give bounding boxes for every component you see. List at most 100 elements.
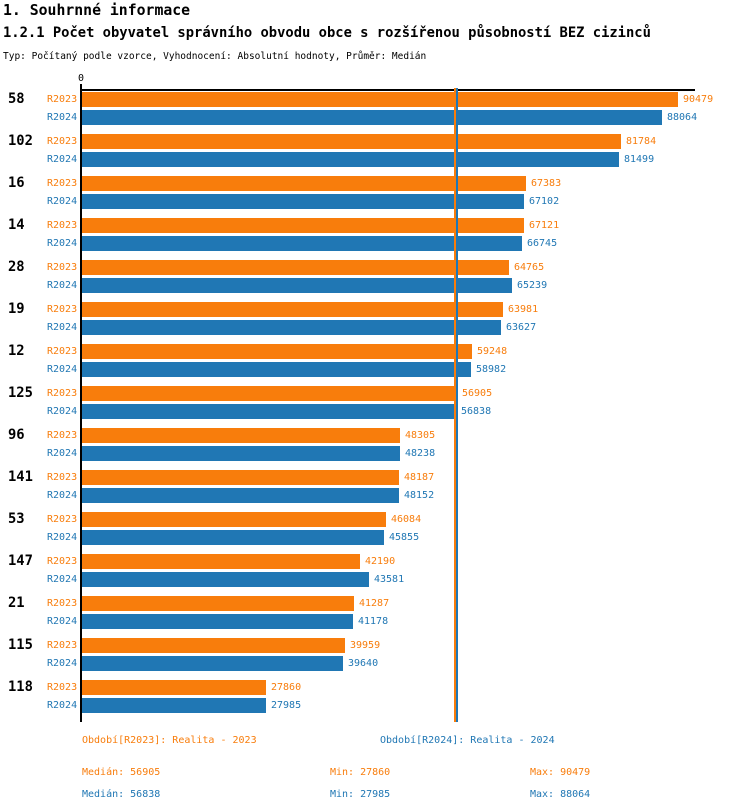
- series-label-r2023: R2023: [47, 514, 78, 525]
- series-label-r2023: R2023: [47, 682, 78, 693]
- bar-group: 147 R2023 42190 R2024 43581: [0, 554, 750, 587]
- category-label: 125: [8, 385, 33, 401]
- bar-r2023: [82, 218, 524, 233]
- category-label: 141: [8, 469, 33, 485]
- bar-r2024: [82, 572, 369, 587]
- series-label-r2023: R2023: [47, 430, 78, 441]
- series-label-r2023: R2023: [47, 640, 78, 651]
- value-label-r2024: 41178: [358, 616, 389, 627]
- stat-median-r2024: Medián: 56838: [82, 789, 161, 800]
- value-label-r2023: 81784: [626, 136, 657, 147]
- stat-max-r2023: Max: 90479: [530, 767, 591, 778]
- median-line-r2023: [453, 88, 456, 722]
- bar-r2024: [82, 152, 619, 167]
- bar-r2024: [82, 446, 400, 461]
- value-label-r2024: 48238: [405, 448, 436, 459]
- series-label-r2024: R2024: [47, 280, 78, 291]
- bar-group: 118 R2023 27860 R2024 27985: [0, 680, 750, 713]
- bar-r2023: [82, 470, 399, 485]
- category-label: 147: [8, 553, 33, 569]
- category-label: 16: [8, 175, 25, 191]
- value-label-r2024: 27985: [271, 700, 302, 711]
- bar-r2024: [82, 404, 456, 419]
- legend-r2023: Období[R2023]: Realita - 2023: [82, 735, 257, 746]
- value-label-r2024: 81499: [624, 154, 655, 165]
- value-label-r2023: 64765: [514, 262, 545, 273]
- bar-group: 96 R2023 48305 R2024 48238: [0, 428, 750, 461]
- series-label-r2024: R2024: [47, 532, 78, 543]
- value-label-r2023: 67383: [531, 178, 562, 189]
- category-label: 115: [8, 637, 33, 653]
- bar-r2024: [82, 236, 522, 251]
- bar-r2023: [82, 302, 503, 317]
- value-label-r2023: 63981: [508, 304, 539, 315]
- bar-r2023: [82, 176, 526, 191]
- bar-group: 28 R2023 64765 R2024 65239: [0, 260, 750, 293]
- series-label-r2024: R2024: [47, 700, 78, 711]
- value-label-r2023: 48305: [405, 430, 436, 441]
- chart-title: 1.2.1 Počet obyvatel správního obvodu ob…: [3, 25, 651, 41]
- value-label-r2023: 48187: [404, 472, 435, 483]
- bar-r2023: [82, 680, 266, 695]
- bar-r2023: [82, 386, 457, 401]
- category-label: 12: [8, 343, 25, 359]
- series-label-r2023: R2023: [47, 472, 78, 483]
- value-label-r2024: 39640: [348, 658, 379, 669]
- category-label: 96: [8, 427, 25, 443]
- value-label-r2024: 63627: [506, 322, 537, 333]
- series-label-r2023: R2023: [47, 220, 78, 231]
- value-label-r2023: 90479: [683, 94, 714, 105]
- series-label-r2024: R2024: [47, 448, 78, 459]
- bar-group: 115 R2023 39959 R2024 39640: [0, 638, 750, 671]
- series-label-r2023: R2023: [47, 388, 78, 399]
- series-label-r2023: R2023: [47, 346, 78, 357]
- series-label-r2024: R2024: [47, 490, 78, 501]
- series-label-r2024: R2024: [47, 196, 78, 207]
- value-label-r2023: 56905: [462, 388, 493, 399]
- series-label-r2023: R2023: [47, 304, 78, 315]
- value-label-r2024: 67102: [529, 196, 560, 207]
- series-label-r2023: R2023: [47, 598, 78, 609]
- series-label-r2024: R2024: [47, 574, 78, 585]
- value-label-r2024: 58982: [476, 364, 507, 375]
- bar-group: 102 R2023 81784 R2024 81499: [0, 134, 750, 167]
- bar-r2024: [82, 530, 384, 545]
- bar-r2023: [82, 134, 621, 149]
- stat-min-r2023: Min: 27860: [330, 767, 391, 778]
- category-label: 102: [8, 133, 33, 149]
- series-label-r2023: R2023: [47, 262, 78, 273]
- value-label-r2023: 67121: [529, 220, 560, 231]
- bar-r2023: [82, 596, 354, 611]
- median-line-r2024: [455, 88, 458, 722]
- value-label-r2024: 45855: [389, 532, 420, 543]
- legend-r2024: Období[R2024]: Realita - 2024: [380, 735, 555, 746]
- value-label-r2024: 43581: [374, 574, 405, 585]
- x-axis-zero-label: 0: [77, 73, 85, 84]
- series-label-r2023: R2023: [47, 556, 78, 567]
- value-label-r2024: 56838: [461, 406, 492, 417]
- series-label-r2023: R2023: [47, 178, 78, 189]
- bar-r2023: [82, 512, 386, 527]
- bar-group: 12 R2023 59248 R2024 58982: [0, 344, 750, 377]
- category-label: 14: [8, 217, 25, 233]
- bar-group: 125 R2023 56905 R2024 56838: [0, 386, 750, 419]
- series-label-r2024: R2024: [47, 616, 78, 627]
- series-label-r2024: R2024: [47, 406, 78, 417]
- bar-r2023: [82, 260, 509, 275]
- x-axis-line: [81, 89, 695, 91]
- bar-r2023: [82, 344, 472, 359]
- y-axis-line: [80, 84, 82, 722]
- bar-r2024: [82, 656, 343, 671]
- bar-group: 19 R2023 63981 R2024 63627: [0, 302, 750, 335]
- bar-group: 21 R2023 41287 R2024 41178: [0, 596, 750, 629]
- bar-r2024: [82, 110, 662, 125]
- value-label-r2023: 59248: [477, 346, 508, 357]
- stat-median-r2023: Medián: 56905: [82, 767, 161, 778]
- series-label-r2023: R2023: [47, 136, 78, 147]
- chart-meta-line: Typ: Počítaný podle vzorce, Vyhodnocení:…: [3, 51, 427, 62]
- series-label-r2024: R2024: [47, 364, 78, 375]
- bar-r2024: [82, 698, 266, 713]
- bar-group: 53 R2023 46084 R2024 45855: [0, 512, 750, 545]
- bar-group: 16 R2023 67383 R2024 67102: [0, 176, 750, 209]
- category-label: 58: [8, 91, 25, 107]
